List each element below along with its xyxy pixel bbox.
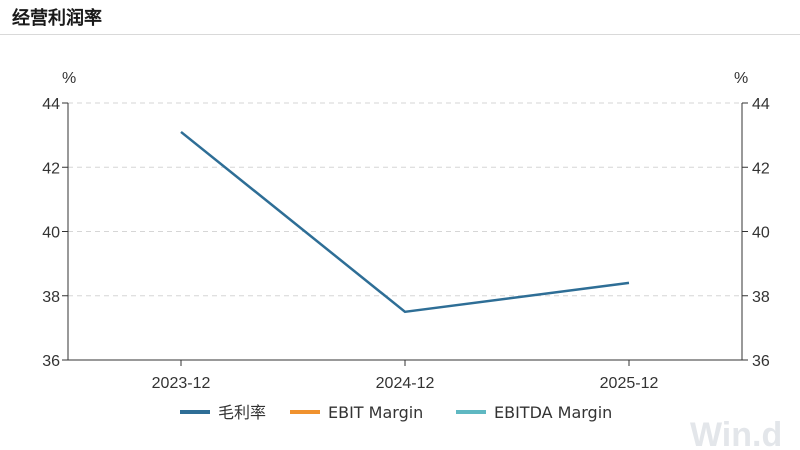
y-tick-label-left: 38 xyxy=(42,289,60,306)
y-unit-left: % xyxy=(62,70,76,87)
series-line-0 xyxy=(180,130,630,314)
x-tick-label: 2023-12 xyxy=(152,375,211,392)
y-tick-label-right: 42 xyxy=(752,160,770,177)
y-tick-label-left: 40 xyxy=(42,225,60,242)
series-lines xyxy=(180,130,630,314)
y-tick-label-right: 38 xyxy=(752,289,770,306)
y-tick-label-left: 36 xyxy=(42,353,60,370)
legend-label-2: EBITDA Margin xyxy=(494,403,612,422)
axes: 36 36 38 38 40 40 42 42 44 44% % 2023-12 2024-12 2025… xyxy=(42,70,770,392)
legend-label-0: 毛利率 xyxy=(218,403,266,422)
legend: 毛利率 EBIT Margin EBITDA Margin xyxy=(180,403,612,422)
page-title: 经营利润率 xyxy=(12,8,102,29)
y-tick-label-right: 44 xyxy=(752,96,770,113)
y-tick-label-left: 42 xyxy=(42,160,60,177)
y-tick-label-right: 40 xyxy=(752,225,770,242)
legend-label-1: EBIT Margin xyxy=(328,403,423,422)
y-tick-label-left: 44 xyxy=(42,96,60,113)
watermark: Win.d xyxy=(690,416,782,450)
chart-header: 经营利润率 xyxy=(0,0,800,35)
x-tick-label: 2025-12 xyxy=(600,375,659,392)
x-tick-label: 2024-12 xyxy=(376,375,435,392)
y-tick-label-right: 36 xyxy=(752,353,770,370)
gridlines xyxy=(68,102,742,297)
y-unit-right: % xyxy=(734,70,748,87)
